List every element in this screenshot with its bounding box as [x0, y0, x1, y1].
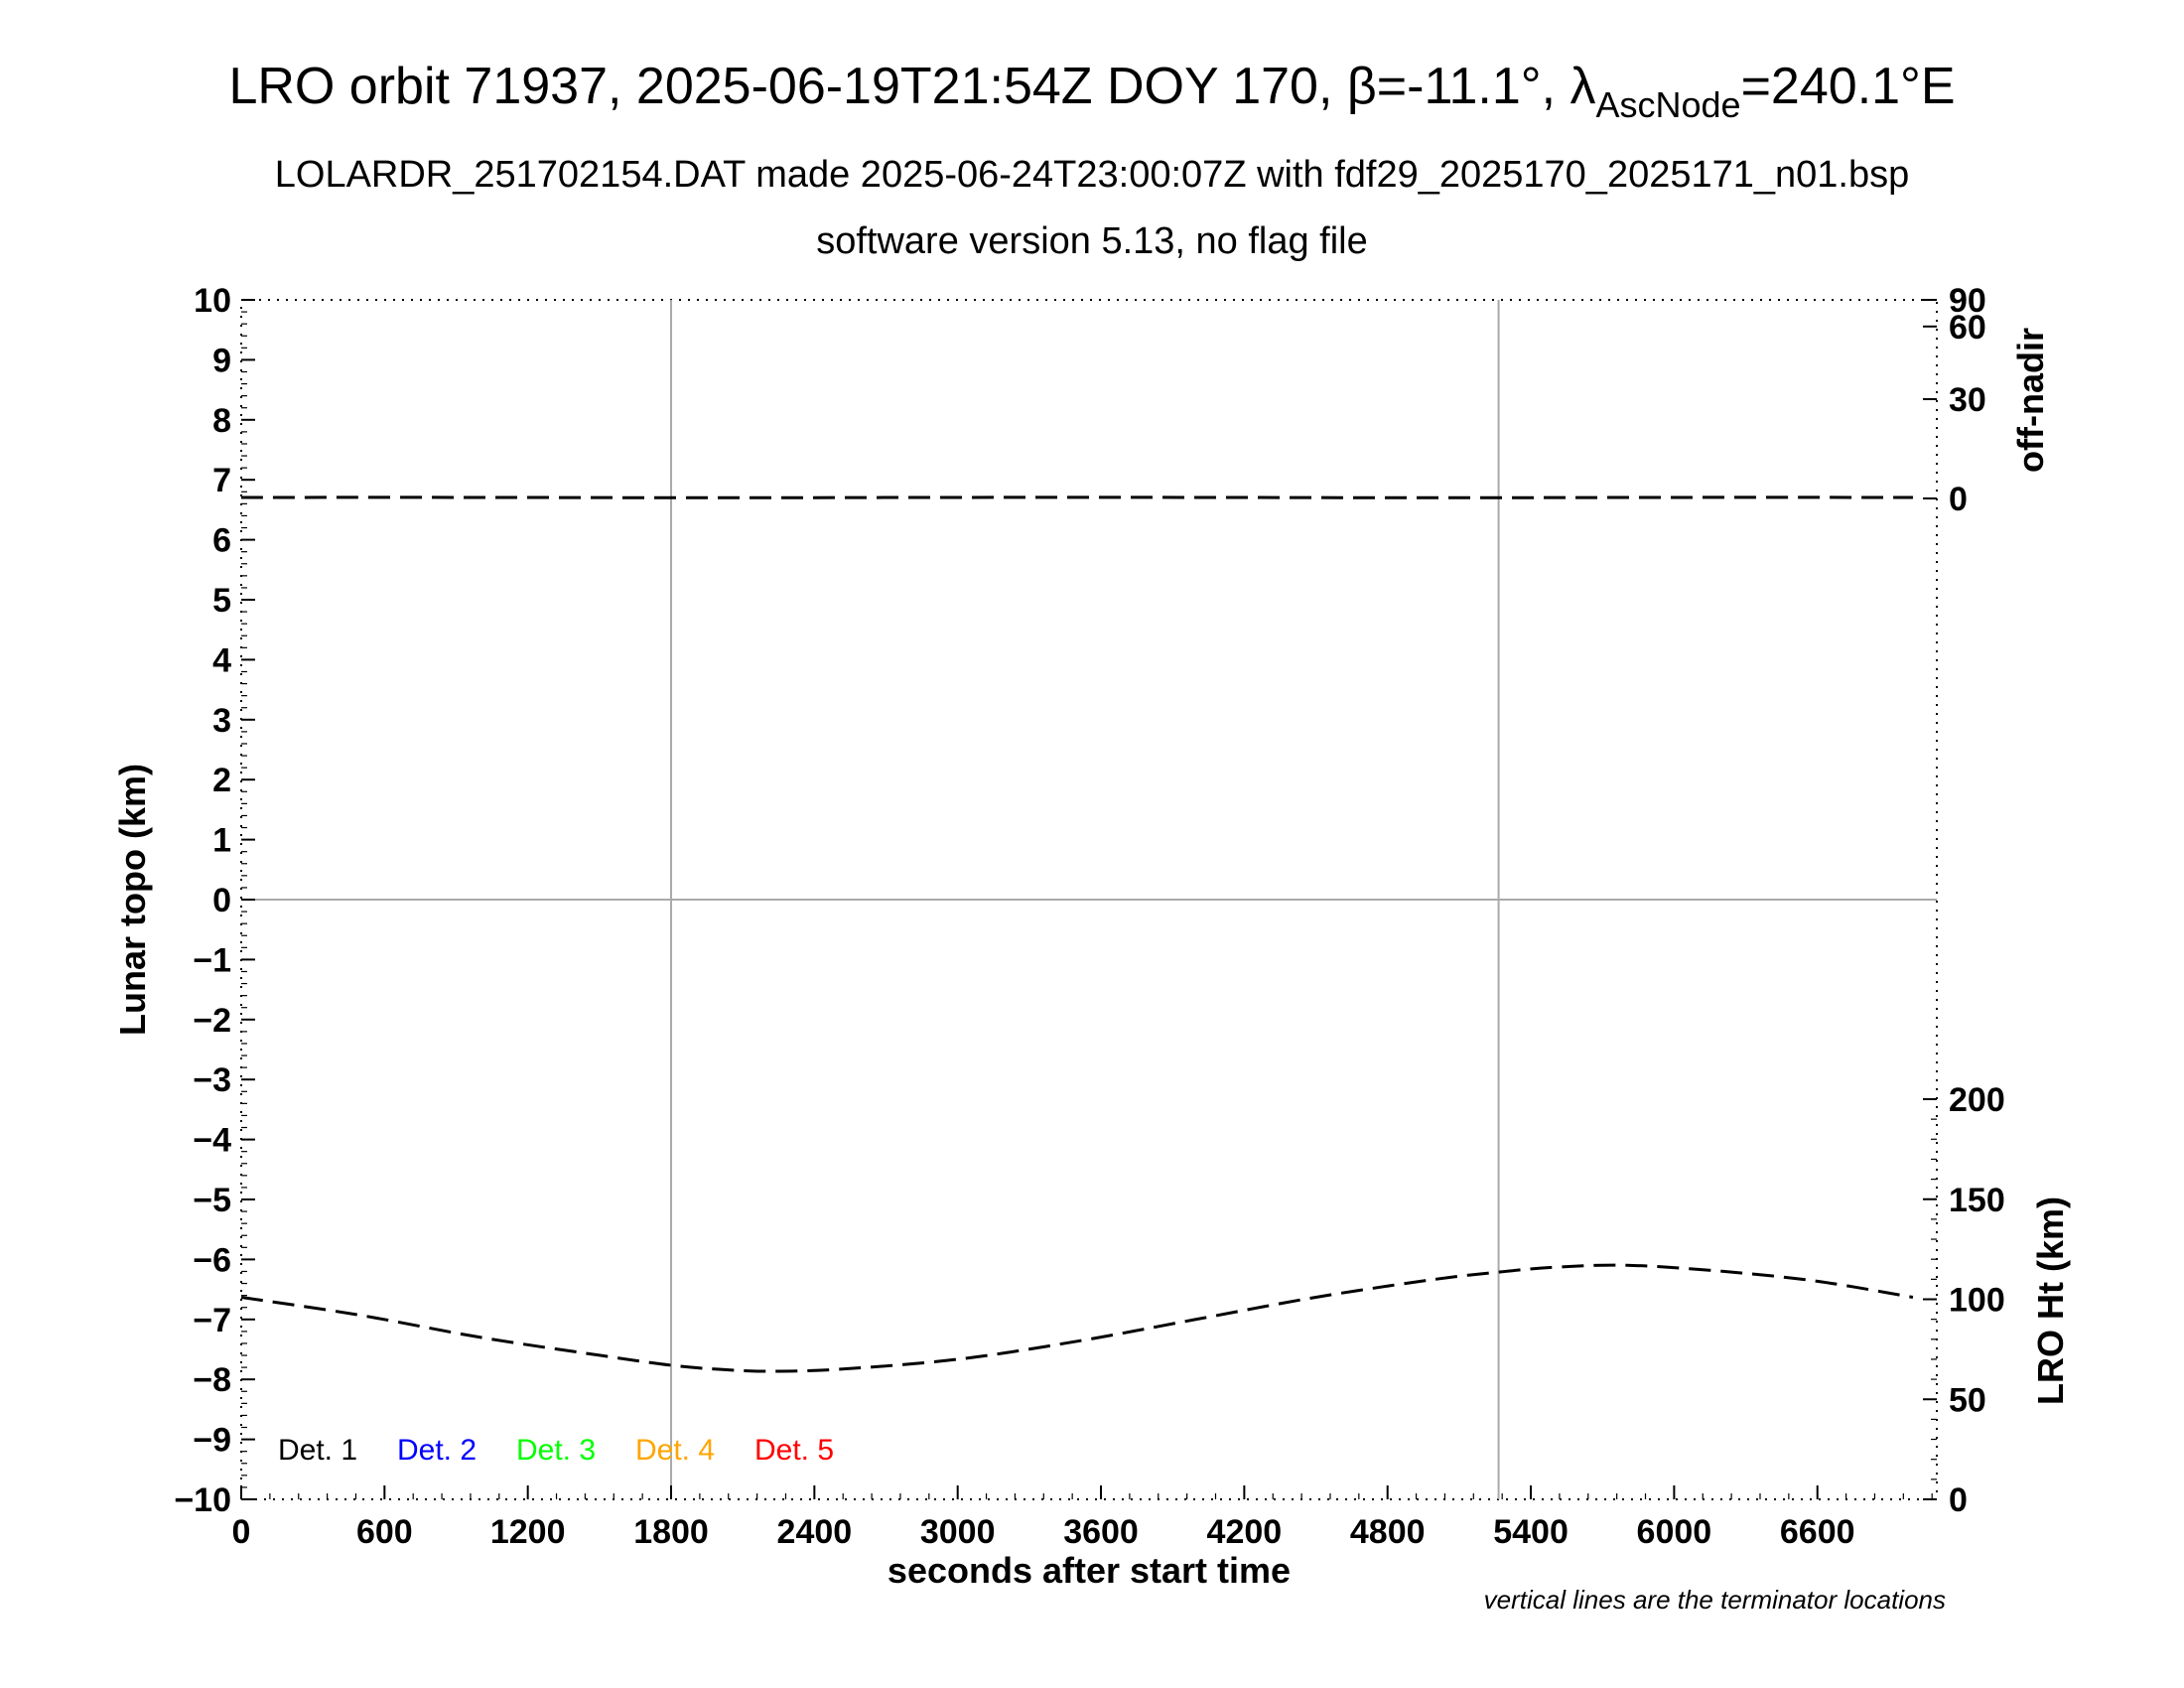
x-axis-label: seconds after start time: [887, 1550, 1291, 1591]
y-tick-label: −9: [193, 1422, 231, 1460]
y-tick-label: −4: [193, 1122, 231, 1160]
chart-title: LRO orbit 71937, 2025-06-19T21:54Z DOY 1…: [228, 58, 1955, 125]
off-nadir-tick-label: 30: [1949, 381, 1986, 419]
x-tick-label: 5400: [1493, 1513, 1569, 1551]
y-tick-label: −1: [193, 941, 231, 979]
legend-item: Det. 3: [516, 1434, 596, 1467]
x-tick-label: 1800: [633, 1513, 709, 1551]
y-tick-label: −3: [193, 1061, 231, 1099]
chart-subtitle-1: LOLARDR_251702154.DAT made 2025-06-24T23…: [275, 154, 1910, 196]
y-tick-label: 6: [212, 522, 231, 560]
title-lambda-val: =240.1°E: [1741, 58, 1956, 115]
x-tick-label: 1200: [490, 1513, 566, 1551]
legend-item: Det. 5: [754, 1434, 834, 1467]
y-tick-label: 2: [212, 762, 231, 799]
x-tick-label: 4200: [1207, 1513, 1283, 1551]
y-tick-label: 5: [212, 582, 231, 620]
y-tick-label: 9: [212, 342, 231, 379]
y-tick-label: 1: [212, 822, 231, 860]
x-tick-label: 0: [232, 1513, 251, 1551]
y-tick-label: −7: [193, 1302, 231, 1339]
x-tick-label: 6600: [1780, 1513, 1855, 1551]
off-nadir-tick-label: 0: [1949, 481, 1968, 518]
y-tick-label: −8: [193, 1361, 231, 1399]
off-nadir-tick-label: 60: [1949, 309, 1986, 347]
y-tick-label: 3: [212, 702, 231, 740]
x-tick-label: 2400: [777, 1513, 853, 1551]
x-tick-label: 6000: [1637, 1513, 1712, 1551]
lro-ht-tick-label: 100: [1949, 1282, 2005, 1320]
y-tick-label: 4: [212, 641, 231, 679]
lro-ht-tick-label: 50: [1949, 1381, 1986, 1419]
legend-item: Det. 4: [635, 1434, 715, 1467]
legend-item: Det. 1: [278, 1434, 357, 1467]
y-tick-label: −5: [193, 1182, 231, 1219]
x-tick-label: 3600: [1063, 1513, 1139, 1551]
y-axis-label-lro-ht: LRO Ht (km): [2030, 1196, 2071, 1405]
x-tick-label: 4800: [1350, 1513, 1426, 1551]
lro-ht-tick-label: 0: [1949, 1481, 1968, 1519]
y-tick-label: −2: [193, 1002, 231, 1040]
lro-ht-tick-label: 150: [1949, 1182, 2005, 1219]
series-lines: [240, 495, 1914, 1373]
title-beta: β=-11.1°,: [1347, 58, 1570, 115]
title-lambda: λ: [1570, 58, 1595, 115]
x-tick-label: 600: [356, 1513, 413, 1551]
legend-item: Det. 2: [397, 1434, 477, 1467]
legend: Det. 1 Det. 2 Det. 3 Det. 4 Det. 5: [278, 1434, 834, 1467]
y-tick-label: 8: [212, 402, 231, 440]
y-tick-label: −6: [193, 1241, 231, 1279]
title-main: LRO orbit 71937, 2025-06-19T21:54Z DOY 1…: [228, 58, 1346, 115]
y-tick-label: −10: [174, 1481, 231, 1519]
ticks: [240, 299, 1937, 1500]
x-tick-label: 3000: [920, 1513, 996, 1551]
y-axis-label-off-nadir: off-nadir: [2010, 328, 2051, 473]
series-lro-ht-line: [240, 1263, 1914, 1373]
y-tick-label: 7: [212, 462, 231, 499]
lro-ht-tick-label: 200: [1949, 1081, 2005, 1119]
gridlines: [241, 300, 1937, 1499]
chart-subtitle-2: software version 5.13, no flag file: [816, 220, 1368, 262]
terminator-note: vertical lines are the terminator locati…: [1484, 1585, 1946, 1615]
y-tick-label: 10: [194, 282, 231, 320]
off-nadir-tick-label: 90: [1949, 282, 1986, 320]
title-lambda-sub: AscNode: [1595, 84, 1740, 125]
y-axis-label-left: Lunar topo (km): [112, 764, 153, 1036]
y-tick-label: 0: [212, 882, 231, 919]
